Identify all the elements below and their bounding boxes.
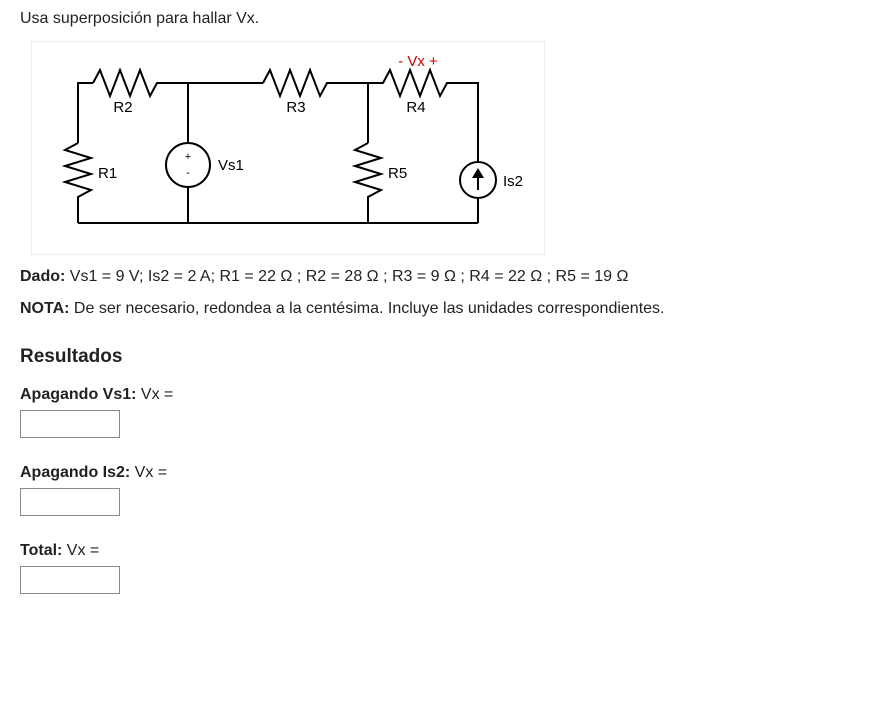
field-label-is2off-bold: Apagando Is2:	[20, 464, 130, 481]
note-text: NOTA: De ser necesario, redondea a la ce…	[20, 300, 864, 318]
field-label-total-bold: Total:	[20, 542, 62, 559]
omega-1: Ω	[280, 268, 292, 285]
vx-is2off-input[interactable]	[20, 488, 120, 516]
vx-label: - Vx +	[398, 53, 438, 70]
r5-label: R5	[388, 165, 407, 182]
vx-total-input[interactable]	[20, 566, 120, 594]
vs1-label: Vs1	[218, 157, 244, 174]
given-p1: Vs1 = 9 V; Is2 = 2 A; R1 = 22	[65, 268, 280, 285]
r3-label: R3	[286, 99, 305, 116]
given-p3: ; R3 = 9	[379, 268, 444, 285]
circuit-diagram: R2 R3 - Vx + R4 R1 + - Vs1 R5	[32, 42, 544, 254]
field-label-vs1off: Apagando Vs1: Vx =	[20, 386, 173, 403]
given-text: Dado: Vs1 = 9 V; Is2 = 2 A; R1 = 22 Ω ; …	[20, 268, 864, 286]
omega-3: Ω	[444, 268, 456, 285]
given-p5: ; R5 = 19	[542, 268, 616, 285]
given-label: Dado:	[20, 268, 65, 285]
given-p4: ; R4 = 22	[456, 268, 530, 285]
svg-text:+: +	[185, 151, 191, 163]
is2-label: Is2	[503, 173, 523, 190]
prompt-text: Usa superposición para hallar Vx.	[20, 10, 864, 28]
note-body: De ser necesario, redondea a la centésim…	[69, 300, 664, 317]
field-label-total-rest: Vx =	[62, 542, 99, 559]
field-label-is2off-rest: Vx =	[130, 464, 167, 481]
svg-text:-: -	[186, 167, 190, 179]
r2-label: R2	[113, 99, 132, 116]
r1-label: R1	[98, 165, 117, 182]
field-label-vs1off-bold: Apagando Vs1:	[20, 386, 136, 403]
field-label-vs1off-rest: Vx =	[136, 386, 173, 403]
omega-2: Ω	[367, 268, 379, 285]
r4-label: R4	[406, 99, 425, 116]
field-label-is2off: Apagando Is2: Vx =	[20, 464, 167, 481]
omega-5: Ω	[616, 268, 628, 285]
vx-vs1off-input[interactable]	[20, 410, 120, 438]
given-p2: ; R2 = 28	[292, 268, 366, 285]
note-label: NOTA:	[20, 300, 69, 317]
omega-4: Ω	[530, 268, 542, 285]
field-label-total: Total: Vx =	[20, 542, 99, 559]
results-heading: Resultados	[20, 346, 864, 368]
